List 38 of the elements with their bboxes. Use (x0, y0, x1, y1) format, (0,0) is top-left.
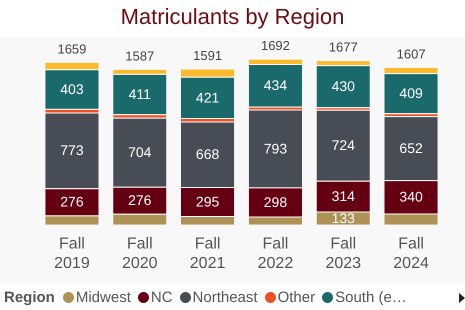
data-label: 434 (264, 77, 288, 94)
total-label: 1591 (193, 48, 222, 64)
total-label: 1607 (396, 46, 426, 62)
x-tick-label: Fall 2019 (54, 236, 90, 272)
data-label: 409 (399, 85, 423, 102)
data-label: 704 (128, 144, 152, 160)
data-label: 724 (332, 137, 356, 154)
legend-label: Other (276, 288, 316, 306)
data-label: 276 (60, 194, 84, 210)
data-label: 133 (332, 210, 356, 226)
x-tick-label: Fall 2024 (393, 236, 429, 272)
data-label: 276 (128, 192, 152, 208)
data-label: 773 (60, 142, 84, 158)
data-label: 298 (264, 194, 288, 210)
total-label: 1677 (328, 40, 358, 55)
x-tick-label: Fall 2022 (258, 236, 294, 272)
legend-label: Midwest (74, 288, 131, 306)
data-label: 421 (196, 89, 220, 106)
data-label: 668 (196, 146, 220, 162)
data-label: 411 (128, 86, 152, 102)
x-tick-label: Fall 2021 (190, 236, 226, 272)
legend-label: South (e… (334, 288, 407, 306)
x-tick-label: Fall 2023 (325, 236, 362, 272)
legend-label: NC (150, 288, 173, 306)
total-label: 1587 (125, 48, 154, 64)
data-label: 314 (332, 188, 356, 204)
data-label: 340 (399, 188, 423, 205)
data-label: 295 (196, 193, 220, 210)
legend-label: Northeast (192, 288, 258, 306)
data-label: 652 (399, 140, 423, 156)
chart-title: Matriculants by Region (120, 4, 346, 30)
total-label: 1692 (260, 38, 290, 54)
data-label: 793 (264, 140, 288, 156)
data-label: 430 (332, 78, 356, 94)
legend-title: Region (4, 288, 55, 306)
total-label: 1659 (57, 41, 86, 56)
x-tick-label: Fall 2020 (122, 236, 158, 272)
data-label: 403 (60, 80, 84, 97)
